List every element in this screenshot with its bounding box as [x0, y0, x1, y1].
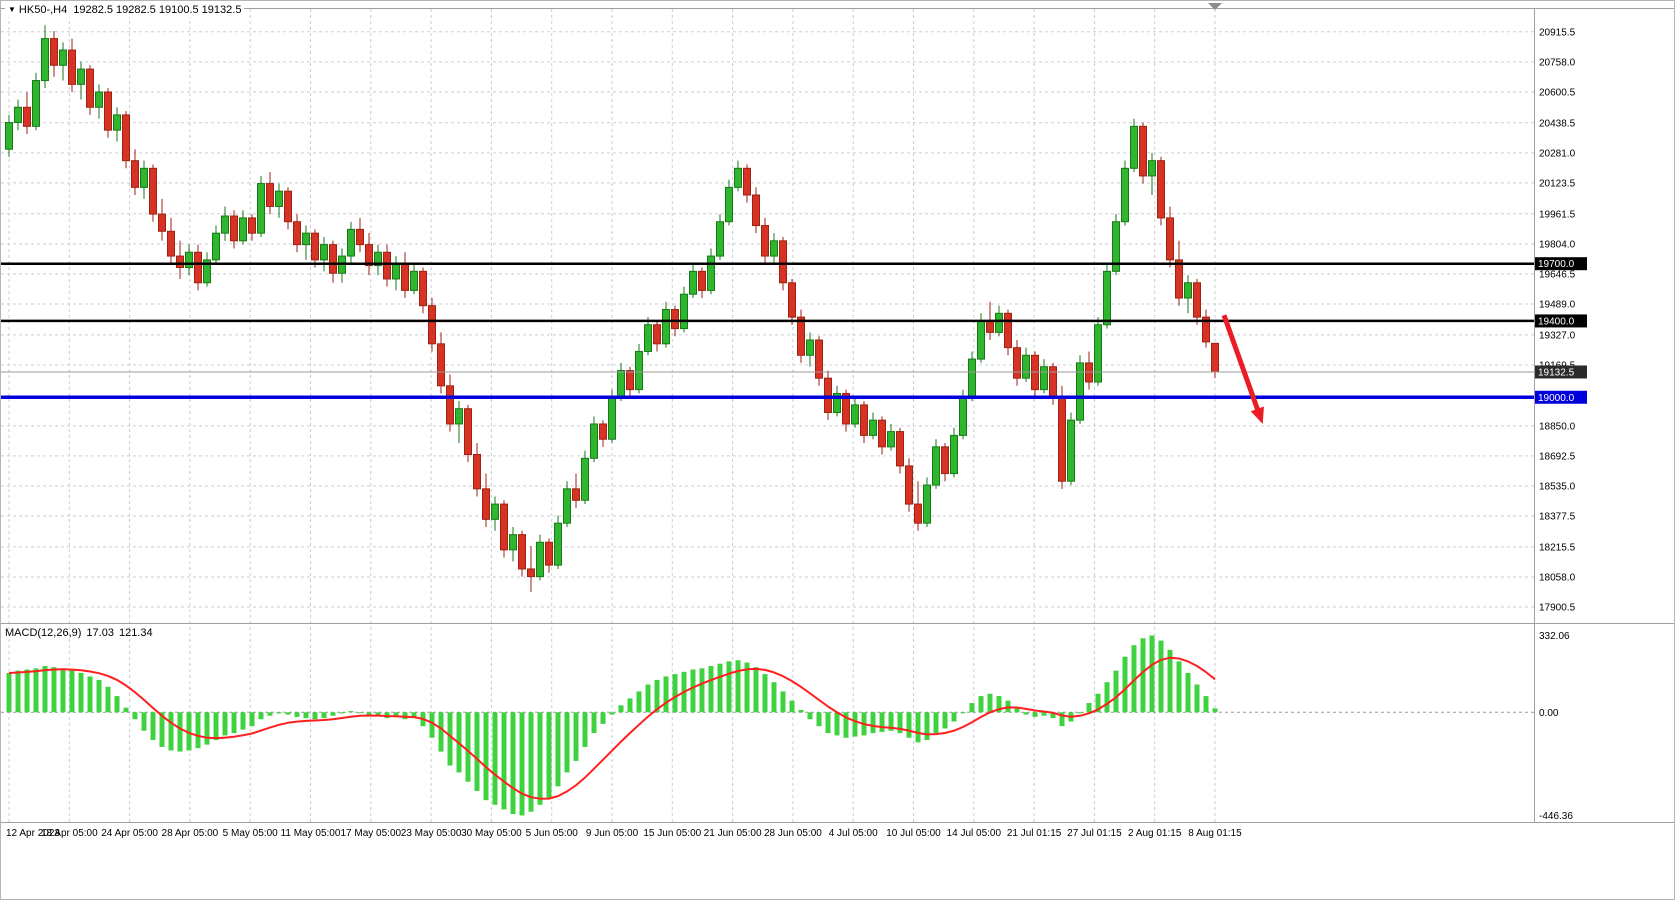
hline-price-label — [1535, 314, 1587, 328]
time-axis-label: 24 Apr 05:00 — [101, 828, 158, 839]
price-axis-label: 18058.0 — [1539, 572, 1576, 583]
hline-price-label — [1535, 390, 1587, 404]
ohlc-values: 19282.5 19282.5 19100.5 19132.5 — [73, 4, 242, 16]
price-axis-label: 20915.5 — [1539, 27, 1576, 38]
time-axis-label: 27 Jul 01:15 — [1067, 828, 1122, 839]
time-axis-label: 9 Jun 05:00 — [586, 828, 639, 839]
macd-panel — [1, 635, 1534, 816]
time-axis-label: 11 May 05:00 — [281, 828, 341, 839]
price-axis-label: 20758.0 — [1539, 57, 1576, 68]
macd-main-value: 17.03 — [86, 627, 114, 639]
svg-text:19400.0: 19400.0 — [1538, 316, 1575, 327]
macd-axis-label: -446.36 — [1539, 811, 1573, 822]
macd-signal-line — [8, 656, 1216, 800]
time-axis-label: 28 Jun 05:00 — [764, 828, 822, 839]
time-axis-label: 4 Jul 05:00 — [829, 828, 878, 839]
time-axis-label: 5 May 05:00 — [223, 828, 278, 839]
svg-text:19700.0: 19700.0 — [1538, 259, 1575, 270]
price-axis-label: 20123.5 — [1539, 178, 1576, 189]
macd-name: MACD(12,26,9) — [5, 627, 82, 639]
price-axis-label: 19327.0 — [1539, 330, 1576, 341]
macd-axis-label: 332.06 — [1539, 631, 1570, 642]
price-axis[interactable]: 20915.5 20758.0 20600.5 20438.5 20281.0 20123… — [1535, 27, 1587, 822]
time-axis-label: 15 Jun 05:00 — [643, 828, 701, 839]
price-axis-label: 18377.5 — [1539, 512, 1576, 523]
macd-indicator-label: MACD(12,26,9) 17.03 121.34 — [5, 627, 158, 640]
price-axis-label: 19804.0 — [1539, 239, 1576, 250]
price-axis-label: 20600.5 — [1539, 87, 1576, 98]
annotation-arrow[interactable] — [1221, 314, 1264, 424]
chart-shift-marker[interactable] — [1208, 3, 1222, 10]
horizontal-line-objects[interactable] — [1, 262, 1534, 400]
svg-text:19132.5: 19132.5 — [1538, 367, 1575, 378]
time-axis-label: 10 Jul 05:00 — [886, 828, 941, 839]
chart-title: ▼ HK50-,H4 19282.5 19282.5 19100.5 19132.5 — [5, 3, 245, 17]
time-axis-label: 28 Apr 05:00 — [162, 828, 219, 839]
macd-signal-value: 121.34 — [118, 627, 153, 639]
price-axis-label: 18850.0 — [1539, 421, 1576, 432]
price-axis-label: 19961.5 — [1539, 209, 1576, 220]
price-axis-label: 19489.0 — [1539, 299, 1576, 310]
time-axis-label: 23 May 05:00 — [401, 828, 462, 839]
price-axis-label: 20281.0 — [1539, 148, 1576, 159]
time-axis-label: 12 Apr 2023 — [6, 828, 60, 839]
hline-price-label — [1535, 257, 1587, 271]
symbol-dropdown-icon[interactable]: ▼ — [8, 5, 16, 14]
symbol-timeframe-label: HK50-,H4 — [18, 4, 68, 16]
candlestick-series — [5, 25, 1219, 592]
chart-frame — [1, 3, 1674, 823]
price-axis-label: 18692.5 — [1539, 451, 1576, 462]
price-axis-label: 20438.5 — [1539, 118, 1576, 129]
time-axis-label: 18 Apr 05:00 — [41, 828, 98, 839]
time-axis-label: 8 Aug 01:15 — [1188, 828, 1242, 839]
time-axis-label: 21 Jun 05:00 — [704, 828, 762, 839]
bid-price-label — [1535, 365, 1587, 379]
price-axis-label: 19646.5 — [1539, 269, 1576, 280]
time-axis-label: 5 Jun 05:00 — [526, 828, 579, 839]
svg-text:19000.0: 19000.0 — [1538, 393, 1575, 404]
price-axis-label: 17900.5 — [1539, 603, 1576, 614]
time-axis-label: 17 May 05:00 — [340, 828, 401, 839]
time-axis-label: 21 Jul 01:15 — [1007, 828, 1062, 839]
price-axis-label: 18535.0 — [1539, 481, 1576, 492]
time-axis-label: 14 Jul 05:00 — [947, 828, 1002, 839]
time-axis-label: 2 Aug 01:15 — [1128, 828, 1182, 839]
price-axis-label: 18215.5 — [1539, 542, 1576, 553]
time-axis-label: 30 May 05:00 — [461, 828, 522, 839]
macd-axis-label: 0.00 — [1539, 708, 1559, 719]
